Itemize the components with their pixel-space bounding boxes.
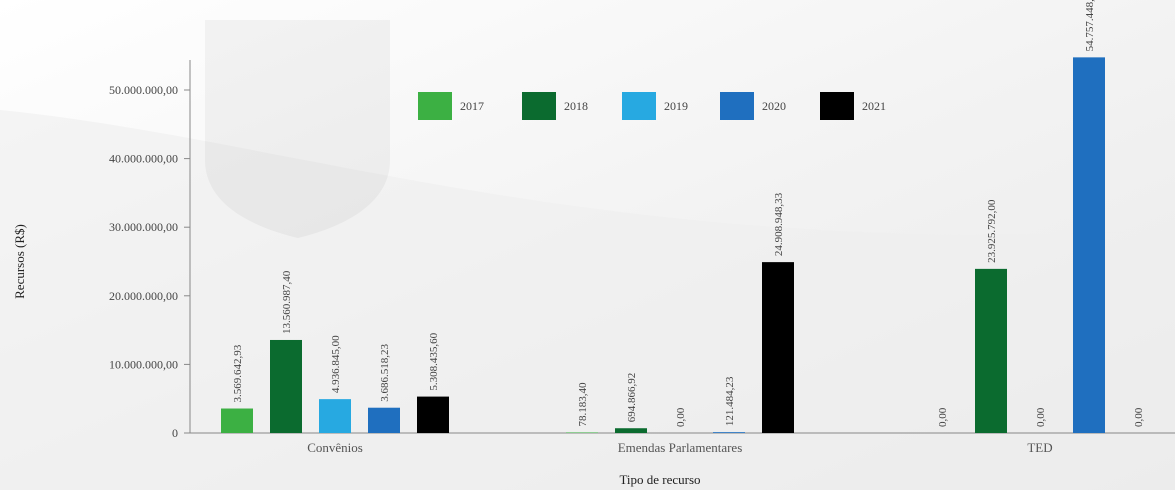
data-label: 78.183,40 [577,382,589,427]
bar-2021 [417,396,449,433]
category-label: TED [1027,440,1052,455]
legend-label: 2018 [564,99,588,113]
data-label: 3.569.642,93 [232,344,244,402]
data-label: 694.866,92 [626,373,638,423]
legend-swatch-2019 [622,92,656,120]
y-tick-label: 0 [172,426,178,440]
bar-2019 [319,399,351,433]
legend-swatch-2020 [720,92,754,120]
data-label: 23.925.792,00 [986,199,998,263]
legend-label: 2020 [762,99,786,113]
bar-2020 [368,407,400,433]
coat-of-arms-watermark [205,20,390,238]
data-label: 3.686.518,23 [379,343,391,401]
bar-2017 [566,432,598,433]
bar-2020 [713,432,745,433]
y-tick-label: 40.000.000,00 [109,152,178,166]
data-label: 54.757.448,00 [1084,0,1096,51]
legend-label: 2017 [460,99,484,113]
y-axis-title: Recursos (R$) [12,224,27,299]
data-label: 24.908.948,33 [773,192,785,256]
y-tick-label: 30.000.000,00 [109,220,178,234]
legend-swatch-2018 [522,92,556,120]
category-label: Emendas Parlamentares [618,440,743,455]
data-label: 0,00 [1133,407,1145,427]
legend-label: 2021 [862,99,886,113]
bar-2018 [270,339,302,433]
legend-label: 2019 [664,99,688,113]
category-label: Convênios [307,440,363,455]
x-axis-title: Tipo de recurso [619,472,700,487]
data-label: 0,00 [1035,407,1047,427]
y-tick-label: 10.000.000,00 [109,357,178,371]
legend-swatch-2017 [418,92,452,120]
bar-2018 [615,428,647,433]
bar-2020 [1073,57,1105,434]
data-label: 121.484,23 [724,376,736,426]
data-label: 4.936.845,00 [330,335,342,393]
data-label: 13.560.987,40 [281,270,293,334]
bar-2018 [975,268,1007,433]
data-label: 5.308.435,60 [428,332,440,390]
data-label: 0,00 [675,407,687,427]
legend-swatch-2021 [820,92,854,120]
y-tick-label: 50.000.000,00 [109,83,178,97]
bar-2017 [221,408,253,433]
y-tick-label: 20.000.000,00 [109,289,178,303]
bar-2021 [762,262,794,433]
data-label: 0,00 [937,407,949,427]
